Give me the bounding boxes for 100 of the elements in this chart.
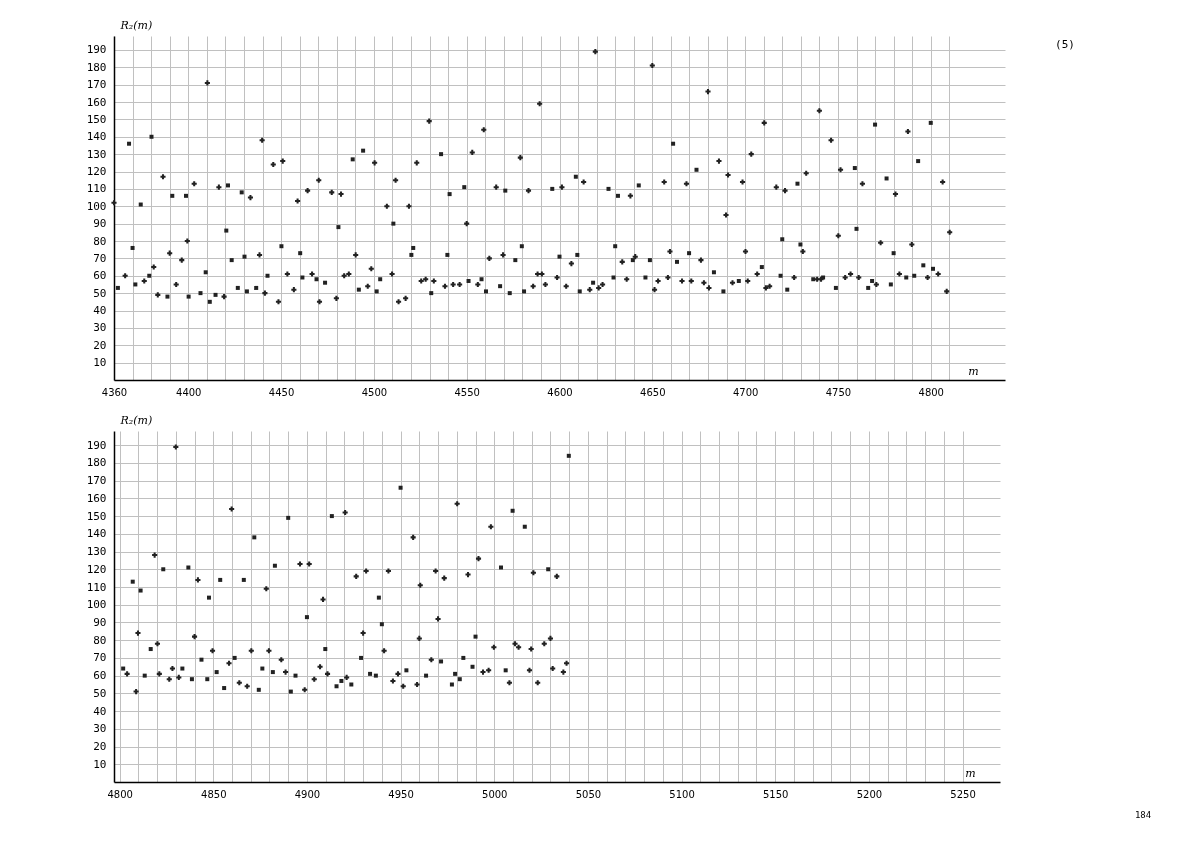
point [546,567,551,572]
point [286,515,291,520]
y-tick-label: 150 [86,112,107,126]
point [232,655,237,660]
y-tick-label: 40 [93,704,107,718]
point [457,677,462,682]
point [439,659,444,664]
y-tick-label: 170 [86,474,107,488]
point [189,677,194,682]
point [424,673,429,678]
point [161,567,166,572]
y-tick-label: 80 [93,633,107,647]
point [270,670,275,675]
point [470,664,475,669]
point [368,671,373,676]
point [359,655,364,660]
y-axis-title: R₂(m) [119,413,153,427]
point [148,647,153,652]
x-axis-title: m [965,766,976,780]
y-tick-label: 190 [86,43,107,57]
point [522,524,527,529]
y-tick-label: 90 [93,217,107,231]
x-tick-label: 4650 [640,386,666,398]
y-tick-label: 70 [93,251,107,265]
point [304,615,309,620]
y-tick-label: 140 [86,527,107,541]
point [293,673,298,678]
y-tick-label: 20 [93,740,107,754]
y-tick-label: 50 [93,686,107,700]
point [130,579,135,584]
y-tick-label: 90 [93,615,107,629]
point [453,671,458,676]
point [121,666,126,671]
point [138,588,143,593]
y-tick-label: 110 [86,580,107,594]
x-tick-label: 5250 [950,788,976,800]
x-axis-title: m [968,364,979,378]
y-tick-label: 160 [86,491,107,505]
y-tick-label: 130 [86,147,107,161]
y-tick-label: 20 [93,338,107,352]
x-tick-label: 5150 [763,788,789,800]
x-tick-label: 4550 [454,386,480,398]
y-tick-label: 60 [93,269,107,283]
x-tick-label: 4450 [268,386,295,398]
point [404,668,409,673]
point [373,673,378,678]
x-tick-label: 4700 [732,386,759,398]
point [260,666,265,671]
x-tick-label: 4950 [388,788,414,800]
point [376,595,381,600]
point [323,647,328,652]
y-tick-label: 120 [86,165,107,179]
text: 184 [1134,810,1152,820]
point [566,453,571,458]
y-axis-title: R₂(m) [119,18,153,32]
point [256,687,261,692]
point [473,634,478,639]
point [334,684,339,689]
y-tick-label: 40 [93,304,107,318]
y-tick-label: 140 [86,130,107,144]
y-tick-label: 30 [93,722,107,736]
y-tick-label: 10 [93,356,107,370]
y-tick-label: 190 [86,438,107,452]
x-tick-label: 4500 [361,386,388,398]
x-tick-label: 4360 [101,386,128,398]
y-tick-label: 60 [93,669,107,683]
x-tick-label: 4900 [294,788,321,800]
point [272,563,277,568]
x-tick-label: 4400 [176,386,202,398]
point [379,622,384,627]
point [241,577,246,582]
point [449,682,454,687]
x-tick-label: 4800 [918,386,944,398]
y-tick-label: 10 [93,757,107,771]
point [186,565,191,570]
point [461,655,466,660]
point [329,514,334,519]
point [349,682,354,687]
x-tick-label: 4800 [107,788,133,800]
point [142,673,147,678]
x-tick-label: 4850 [201,788,227,800]
y-tick-label: 120 [86,562,107,576]
point [510,508,515,513]
point [252,535,257,540]
point [398,485,403,490]
y-tick-label: 110 [86,182,107,196]
y-tick-label: 100 [86,199,107,213]
y-tick-label: 150 [86,509,107,523]
point [339,678,344,683]
y-tick-label: 180 [86,456,107,470]
x-tick-label: 5200 [856,788,883,800]
point [222,686,227,691]
y-tick-label: 80 [93,234,107,248]
point [503,668,508,673]
text: (5) [1055,38,1075,51]
y-tick-label: 30 [93,321,107,335]
y-tick-label: 170 [86,78,107,92]
y-tick-label: 130 [86,545,107,559]
point [205,677,210,682]
point [218,577,223,582]
